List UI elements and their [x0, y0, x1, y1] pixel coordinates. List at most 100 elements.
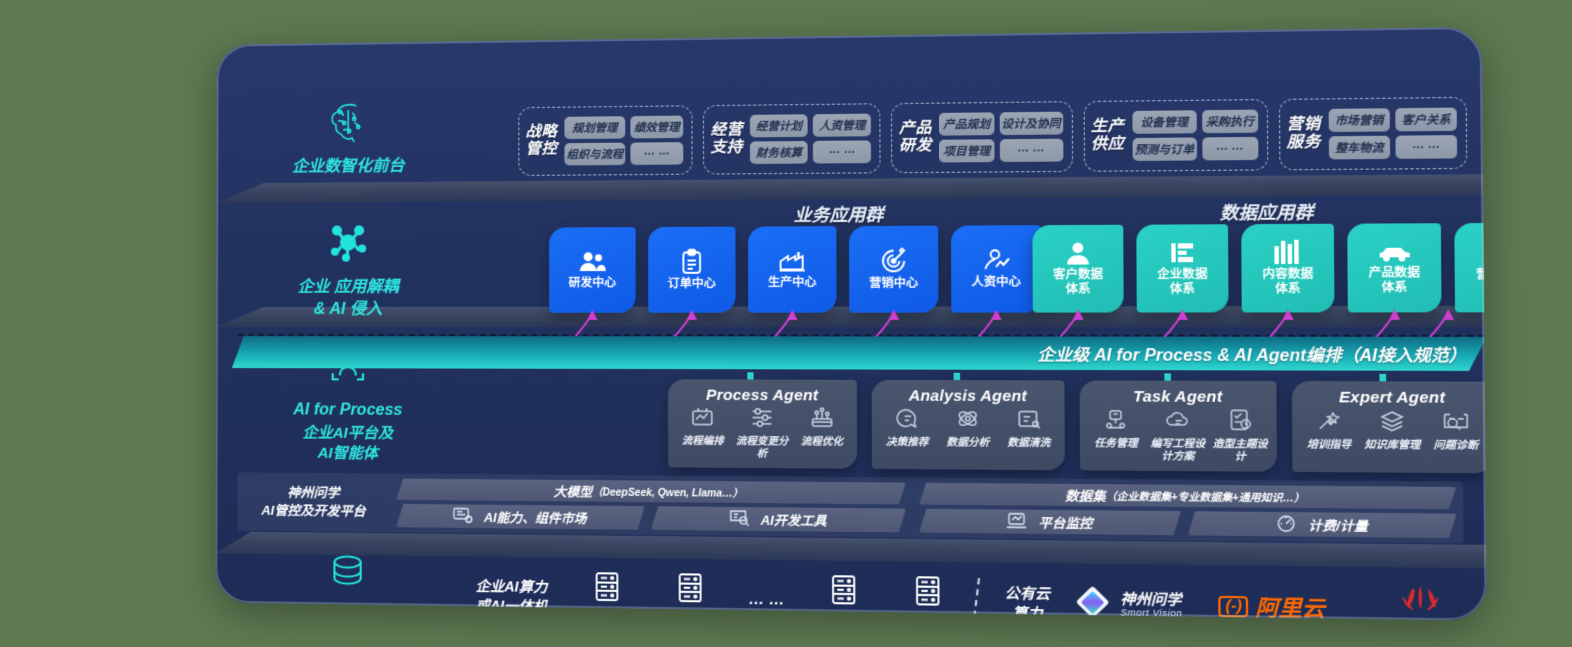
agent-card-expert[interactable]: Expert Agent 培训指导	[1291, 381, 1487, 474]
agent-feature[interactable]: 流程变更分析	[733, 406, 791, 460]
infra-node-ai-appliance-1[interactable]: AI一体机	[801, 573, 886, 621]
agent-feature[interactable]: 培训指导	[1299, 409, 1360, 452]
platform-dataset-bar[interactable]: 数据集 （企业数据集+专业数据集+通用知识…）	[919, 483, 1457, 510]
group-chip[interactable]: 经营计划	[750, 114, 808, 138]
platform-btn-dev-tool[interactable]: AI开发工具	[651, 506, 906, 532]
rail-label: 企业 应用解耦	[297, 278, 399, 296]
domain-group-strategy[interactable]: 战略 管控 规划管理 绩效管理 组织与流程 … …	[518, 105, 693, 176]
infra-node-datacenter-2[interactable]: 数据中心	[649, 572, 732, 621]
data-card-marketing[interactable]: 营销数据 体系	[1454, 222, 1487, 313]
atom-analysis-icon	[955, 407, 981, 435]
feature-label: 培训指导	[1306, 439, 1352, 452]
vendor-logo-huawei[interactable]: HUAWEI	[1366, 584, 1476, 621]
public-cloud-label: 公有云 算力	[1004, 584, 1051, 621]
data-card-label: 企业数据 体系	[1157, 268, 1208, 296]
domain-group-marketing[interactable]: 营销 服务 市场营销 客户关系 整车物流 … …	[1278, 96, 1468, 171]
app-card-marketing-center[interactable]: 营销中心	[848, 225, 939, 313]
app-card-order-center[interactable]: 订单中心	[648, 226, 736, 313]
group-chip[interactable]: 产品规划	[939, 112, 995, 136]
group-chip[interactable]: 人资管理	[813, 113, 872, 137]
agent-feature[interactable]: 决策推荐	[878, 407, 936, 449]
data-card-label: 客户数据 体系	[1053, 268, 1103, 296]
group-chip[interactable]: 项目管理	[939, 139, 995, 163]
node-label: AI一体机	[820, 613, 867, 620]
platform-right-column: 数据集 （企业数据集+专业数据集+通用知识…） 平台监控	[912, 477, 1463, 543]
diagnose-icon	[1442, 409, 1469, 438]
group-chip[interactable]: 财务核算	[750, 140, 809, 165]
group-chip[interactable]: 预测与订单	[1132, 137, 1197, 161]
rail-front-office: 企业数智化前台	[250, 100, 447, 179]
agent-card-process[interactable]: Process Agent 流程编排	[667, 379, 858, 469]
server-icon	[829, 574, 857, 610]
group-chip[interactable]: … …	[630, 142, 684, 165]
infra-node-ai-appliance-2[interactable]: AI一体机	[886, 574, 971, 621]
infra-node-datacenter-1[interactable]: 数据中心	[566, 571, 649, 621]
domain-groups-row: 战略 管控 规划管理 绩效管理 组织与流程 … … 经营 支持 经营计划 人资管…	[518, 96, 1468, 176]
app-card-label: 研发中心	[568, 276, 617, 290]
group-chip[interactable]: 客户关系	[1395, 107, 1457, 132]
business-apps-row: 研发中心 订单中心 生	[549, 225, 1042, 313]
business-apps-caption: 业务应用群	[793, 205, 884, 226]
btn-label: 平台监控	[1038, 516, 1093, 532]
infra-separator	[972, 578, 981, 621]
group-title: 生产 供应	[1090, 117, 1125, 153]
vendor-logo-smart-vision[interactable]: 神州问学 Smort Vision	[1073, 583, 1218, 621]
group-title: 战略 管控	[525, 123, 558, 158]
data-card-enterprise[interactable]: 企业数据 体系	[1136, 224, 1229, 313]
group-chip[interactable]: … …	[813, 140, 872, 164]
agent-feature[interactable]: 数据清洗	[999, 407, 1058, 450]
group-chip[interactable]: … …	[1395, 135, 1458, 159]
group-chip[interactable]: 组织与流程	[564, 142, 626, 166]
agent-feature[interactable]: 造型主题设计	[1210, 408, 1271, 463]
data-card-customer[interactable]: 客户数据 体系	[1032, 224, 1124, 313]
app-card-rnd-center[interactable]: 研发中心	[549, 227, 636, 313]
group-chip[interactable]: 设备管理	[1132, 110, 1197, 134]
feature-label: 造型主题设计	[1212, 438, 1268, 463]
group-chip[interactable]: 采购执行	[1201, 109, 1258, 134]
data-card-product[interactable]: 产品数据 体系	[1347, 223, 1442, 313]
group-chip[interactable]: 市场营销	[1328, 108, 1390, 133]
group-chip[interactable]: … …	[1201, 136, 1259, 161]
layers-icon	[1379, 409, 1406, 438]
group-chip[interactable]: 整车物流	[1328, 135, 1391, 160]
agent-feature[interactable]: 流程编排	[674, 406, 731, 448]
vendor-logo-aliyun[interactable]: (-) 阿里云	[1218, 591, 1367, 621]
smart-vision-text: 神州问学 Smort Vision	[1120, 591, 1182, 619]
dev-tool-icon	[729, 509, 750, 530]
agent-feature[interactable]: 数据分析	[938, 407, 997, 449]
agent-title: Analysis Agent	[908, 387, 1028, 406]
btn-label: AI能力、组件市场	[483, 510, 587, 527]
group-chip[interactable]: … …	[999, 138, 1063, 163]
huawei-flower-icon	[1397, 584, 1444, 620]
gauge-icon	[1275, 514, 1297, 535]
app-card-production-center[interactable]: 生产中心	[748, 226, 837, 313]
agent-card-task[interactable]: Task Agent 任务管理	[1079, 380, 1277, 472]
domain-group-operations[interactable]: 经营 支持 经营计划 人资管理 财务核算 … …	[703, 103, 882, 175]
ai-platform-strip: 神州问学 AI管控及开发平台 大模型 （DeepSeek, Qwen, Llam…	[237, 472, 1464, 544]
rail-app-decoupling: 企业 应用解耦 & AI 侵入	[250, 221, 447, 320]
feature-label: 流程变更分析	[735, 436, 789, 460]
agent-card-analysis[interactable]: Analysis Agent 决策推荐	[871, 379, 1065, 471]
app-card-label: 人资中心	[971, 275, 1021, 289]
domain-group-production[interactable]: 生产 供应 设备管理 采购执行 预测与订单 … …	[1083, 99, 1269, 172]
agent-feature[interactable]: 知识库管理	[1362, 409, 1423, 452]
domain-group-rnd[interactable]: 产品 研发 产品规划 设计及协同 项目管理 … …	[891, 101, 1073, 174]
agent-feature[interactable]: 问题诊断	[1425, 409, 1487, 452]
platform-btn-component-market[interactable]: AI能力、组件市场	[396, 504, 645, 530]
platform-title-text: 神州问学 AI管控及开发平台	[261, 485, 366, 519]
agent-feature[interactable]: 流程优化	[793, 406, 851, 448]
data-card-content[interactable]: 内容数据 体系	[1241, 223, 1335, 313]
monitor-icon	[1006, 511, 1028, 532]
component-market-icon	[453, 506, 473, 527]
app-card-hr-center[interactable]: 人资中心	[950, 225, 1042, 313]
app-card-label: 订单中心	[667, 277, 716, 290]
platform-btn-monitor[interactable]: 平台监控	[919, 509, 1181, 536]
group-chip[interactable]: 绩效管理	[630, 115, 684, 139]
agent-title: Task Agent	[1132, 387, 1223, 407]
platform-llm-bar[interactable]: 大模型 （DeepSeek, Qwen, Llama…）	[396, 479, 906, 505]
agent-feature[interactable]: 编写工程设计方案	[1148, 408, 1208, 463]
agent-feature[interactable]: 任务管理	[1086, 408, 1146, 451]
group-chip[interactable]: 设计及协同	[999, 111, 1063, 136]
platform-btn-billing[interactable]: 计费/计量	[1188, 511, 1457, 538]
group-chip[interactable]: 规划管理	[564, 116, 626, 140]
